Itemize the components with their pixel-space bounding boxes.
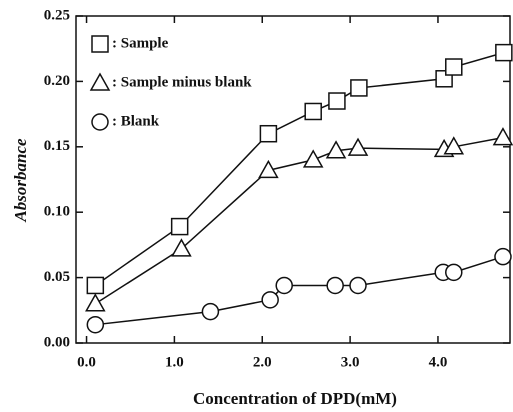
data-point [495, 43, 513, 62]
data-point [347, 137, 369, 156]
data-point [259, 124, 278, 143]
data-point [325, 140, 347, 159]
data-point [349, 276, 367, 295]
data-point [326, 276, 344, 295]
legend-label: : Sample [112, 35, 169, 51]
x-tick-label: 0.0 [77, 354, 96, 370]
legend-marker [91, 113, 109, 131]
data-point [275, 276, 293, 295]
y-tick-label: 0.15 [44, 138, 70, 154]
x-axis-label: Concentration of DPD(mM) [193, 389, 397, 408]
data-point [86, 315, 105, 334]
legend-marker [89, 72, 111, 91]
y-tick-label: 0.00 [44, 334, 70, 350]
y-tick-label: 0.20 [44, 73, 70, 89]
data-point [170, 217, 189, 236]
data-point [304, 102, 322, 121]
data-point [201, 302, 220, 321]
data-point [443, 136, 465, 155]
y-tick-label: 0.25 [44, 7, 70, 23]
y-tick-label: 0.10 [44, 204, 70, 220]
data-point [350, 79, 368, 97]
legend-label: : Sample minus blank [112, 74, 252, 90]
data-point [445, 263, 463, 282]
y-axis-label: Absorbance [11, 138, 30, 223]
data-point [494, 247, 512, 266]
data-point [261, 291, 279, 309]
data-point [86, 276, 105, 295]
data-point [328, 92, 346, 110]
legend-label: : Blank [112, 113, 160, 129]
data-point [492, 127, 513, 146]
x-tick-label: 1.0 [165, 354, 184, 370]
x-tick-label: 3.0 [341, 354, 360, 370]
data-point [171, 238, 192, 257]
plot-frame [75, 15, 511, 344]
data-point [302, 149, 324, 168]
x-tick-label: 4.0 [429, 354, 448, 370]
data-point [445, 58, 463, 76]
legend-marker [91, 35, 109, 53]
data-point [85, 293, 106, 312]
x-tick-label: 2.0 [253, 354, 272, 370]
y-tick-label: 0.05 [44, 269, 70, 285]
data-point [258, 159, 279, 179]
